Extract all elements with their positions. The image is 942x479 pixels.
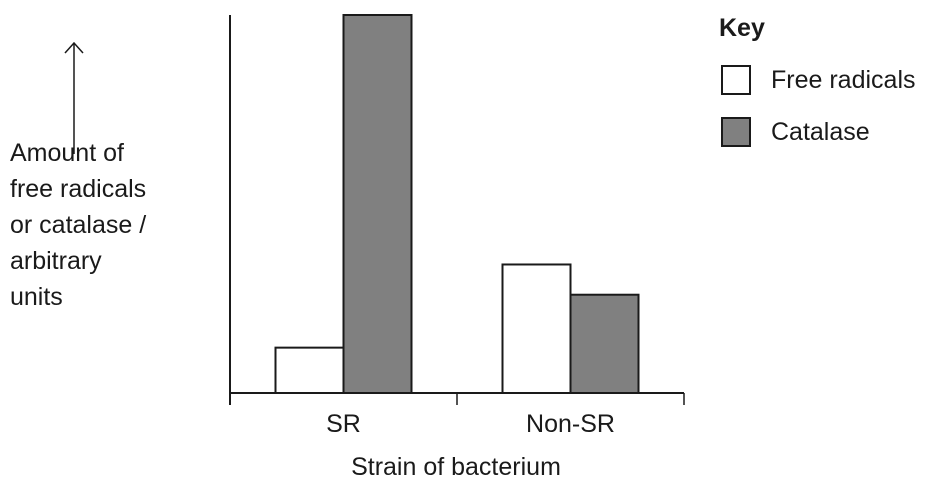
y-axis-label: Amount of free radicals or catalase / ar… [10,139,147,311]
x-tick-labels: SR Non-SR [326,410,615,438]
legend-swatch [721,117,751,147]
legend-title: Key [719,14,765,42]
axes-group [229,15,685,405]
legend-entry-label: Free radicals [771,66,916,94]
bars-group [274,14,640,395]
bar-sr-catalase [342,14,413,394]
bar-non-sr-free-radicals [501,263,572,395]
x-tick-label: Non-SR [526,410,615,438]
legend-swatch [721,65,751,95]
bar-sr-free-radicals [274,346,345,395]
x-axis-label: Strain of bacterium [351,453,561,479]
legend-entry-label: Catalase [771,118,870,146]
bar-non-sr-catalase [569,293,640,394]
x-tick-label: SR [326,410,361,438]
legend: Key Free radicals Catalase [719,14,916,147]
y-axis-up-arrow-icon [64,41,84,154]
